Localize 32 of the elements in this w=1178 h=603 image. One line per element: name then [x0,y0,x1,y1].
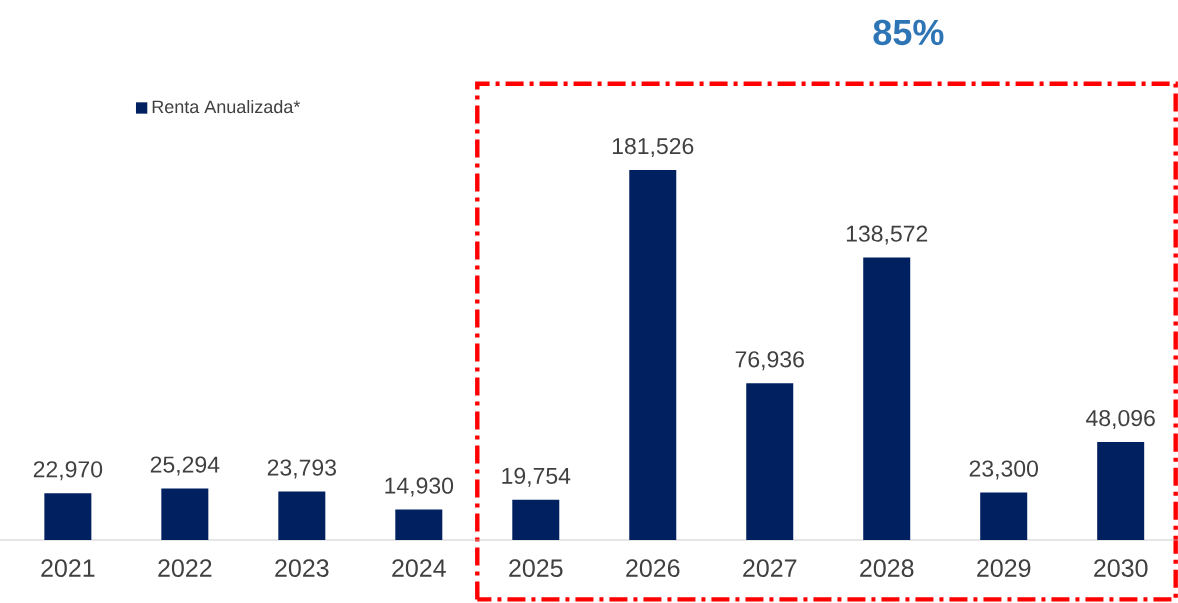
x-tick-label: 2028 [860,559,914,577]
x-tick-label: 2021 [41,559,95,577]
x-tick-label: 2022 [158,559,212,577]
data-label: 48,096 [1086,409,1155,429]
data-label: 19,754 [502,467,571,487]
bar [629,169,677,540]
data-label: 22,970 [33,461,103,481]
bar [1097,441,1145,540]
bar [512,499,560,540]
x-tick-label: 2029 [977,559,1031,577]
bar [44,493,92,540]
data-label: 23,300 [969,460,1038,480]
data-label: 76,936 [735,351,804,371]
data-label: 138,572 [846,225,928,245]
bar [980,492,1028,540]
bar [395,509,443,540]
data-label: 181,526 [612,137,694,157]
bar [863,257,911,540]
data-label: 25,294 [150,456,220,476]
data-label: 23,793 [267,459,336,479]
bar [161,488,209,540]
data-label: 14,930 [385,477,454,497]
x-tick-label: 2023 [275,559,329,577]
x-tick-label: 2026 [626,559,680,577]
bar [746,383,794,540]
x-tick-label: 2024 [392,559,446,577]
bar [278,491,326,540]
x-tick-label: 2025 [509,559,563,577]
band-label: 85% [873,19,944,46]
legend-label: Renta Anualizada* [152,99,301,114]
x-tick-label: 2027 [743,559,797,577]
x-tick-label: 2030 [1094,559,1148,577]
